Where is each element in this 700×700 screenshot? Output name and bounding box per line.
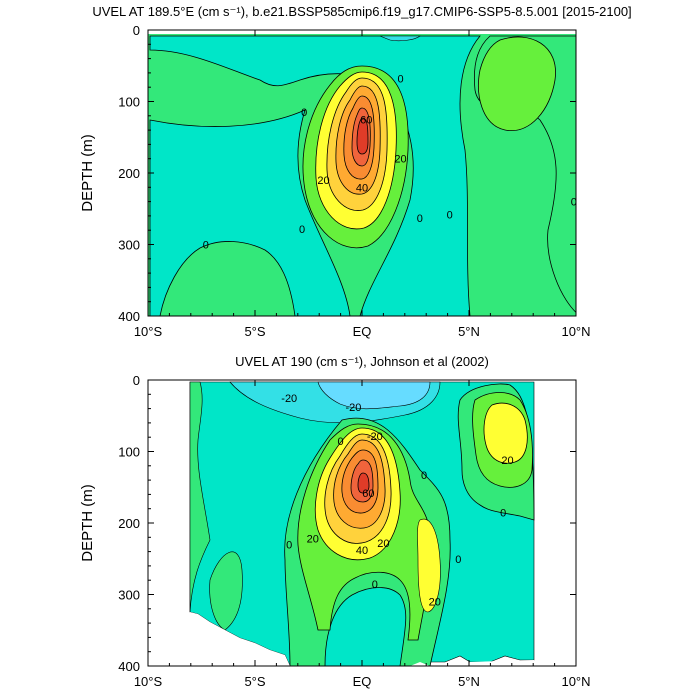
bottom-y-tick-label: 400 [118, 659, 140, 674]
bottom-region-negative-20 [317, 381, 431, 410]
top-panel: UVEL AT 189.5°E (cm s⁻¹), b.e21.BSSP585c… [79, 4, 632, 339]
top-title: UVEL AT 189.5°E (cm s⁻¹), b.e21.BSSP585c… [92, 4, 631, 19]
top-x-tick-label: 5°S [244, 324, 265, 339]
bottom-contour-label: -20 [367, 431, 383, 443]
bottom-contour-label: 40 [356, 545, 368, 557]
bottom-x-axis: 10°S 5°S EQ 5°N 10°N [134, 380, 591, 689]
bottom-contour-label: -20 [281, 393, 297, 405]
bottom-y-tick-label: 300 [118, 588, 140, 603]
bottom-y-tick-label: 100 [118, 445, 140, 460]
top-region-positive-10-right-core [478, 36, 556, 132]
top-region-negative-0 [149, 35, 481, 316]
top-region-negative-0b [149, 109, 351, 316]
bottom-x-tick-label: 10°S [134, 674, 163, 689]
bottom-contour-label: 0 [286, 539, 292, 551]
top-region-negative-10 [379, 35, 421, 42]
bottom-missing-data [190, 612, 290, 666]
top-contour-labels: 0 0 60 20 20 40 0 0 0 0 0 [203, 74, 577, 252]
top-y-tick-label: 300 [118, 238, 140, 253]
bottom-region-positive-left [189, 381, 211, 613]
bottom-x-tick-label: EQ [353, 674, 372, 689]
top-jet-level-70 [356, 117, 369, 155]
top-x-tick-label: 10°N [561, 324, 590, 339]
bottom-contour-label: 0 [455, 554, 461, 566]
bottom-contour-label: 20 [429, 597, 441, 609]
bottom-contour-label: 0 [500, 507, 506, 519]
bottom-jet-level-20-south [417, 518, 441, 613]
top-contour-label: 0 [417, 213, 423, 225]
top-y-tick-label: 0 [133, 23, 140, 38]
bottom-region-positive-ne-20 [483, 402, 528, 464]
top-y-axis-label: DEPTH (m) [79, 134, 96, 212]
top-contour-label: 20 [317, 175, 329, 187]
bottom-title: UVEL AT 190 (cm s⁻¹), Johnson et al (200… [235, 354, 489, 369]
bottom-contour-label: 0 [421, 470, 427, 482]
top-contour-label: 20 [394, 154, 406, 166]
bottom-y-tick-label: 0 [133, 373, 140, 388]
top-contour-label: 0 [571, 197, 577, 209]
bottom-y-axis-label: DEPTH (m) [79, 484, 96, 562]
bottom-contour-label: 0 [338, 436, 344, 448]
bottom-jet-level-70 [357, 472, 370, 494]
bottom-x-tick-label: 10°N [561, 674, 590, 689]
top-contour-label: 0 [301, 107, 307, 119]
bottom-contour-label: 20 [307, 534, 319, 546]
top-y-tick-label: 100 [118, 95, 140, 110]
top-x-tick-label: EQ [353, 324, 372, 339]
top-contour-label: 0 [397, 74, 403, 86]
bottom-panel: UVEL AT 190 (cm s⁻¹), Johnson et al (200… [79, 354, 591, 689]
bottom-contour-label: 20 [501, 455, 513, 467]
bottom-region-positive-deep-left [209, 551, 243, 631]
bottom-x-tick-label: 5°N [458, 674, 480, 689]
bottom-contour-labels: -20 -20 -20 0 0 60 20 40 20 20 0 0 0 0 20 [281, 393, 513, 609]
bottom-contour-label: -20 [345, 402, 361, 414]
bottom-y-tick-label: 200 [118, 516, 140, 531]
bottom-contour-label: 60 [362, 488, 374, 500]
top-contour-label: 0 [203, 240, 209, 252]
top-plot-area [148, 30, 576, 316]
bottom-missing-data-east [410, 660, 534, 666]
top-x-tick-label: 5°N [458, 324, 480, 339]
top-contour-label: 0 [447, 209, 453, 221]
top-contour-label: 0 [299, 224, 305, 236]
top-x-tick-label: 10°S [134, 324, 163, 339]
bottom-contour-label: 20 [377, 538, 389, 550]
top-y-tick-label: 200 [118, 166, 140, 181]
top-y-tick-label: 400 [118, 309, 140, 324]
bottom-plot-area [148, 380, 576, 666]
bottom-x-tick-label: 5°S [244, 674, 265, 689]
top-contour-label: 60 [360, 114, 372, 126]
bottom-contour-label: 0 [372, 579, 378, 591]
top-contour-label: 40 [356, 182, 368, 194]
top-x-axis: 10°S 5°S EQ 5°N 10°N [134, 30, 591, 339]
